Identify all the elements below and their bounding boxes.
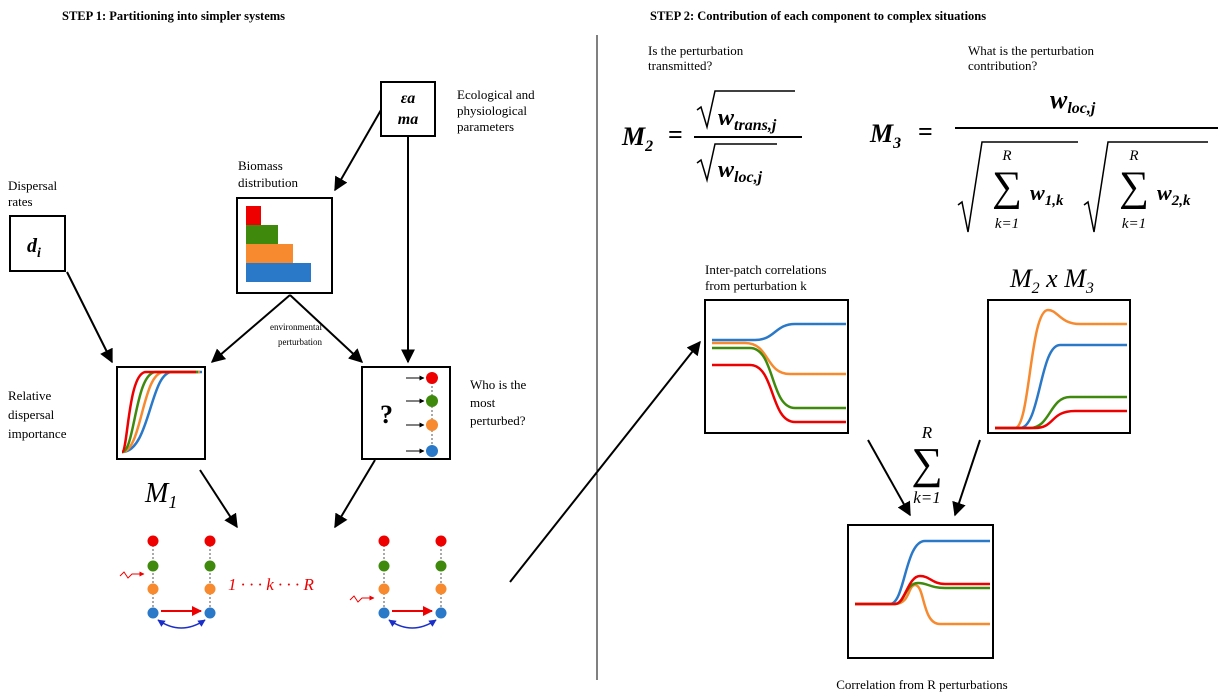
question: transmitted? <box>648 58 712 73</box>
label: parameters <box>457 119 514 134</box>
sum-top: R <box>1128 148 1138 164</box>
formula-term: wloc,j <box>718 157 763 186</box>
sequence: 1 · · · k · · · R <box>228 575 315 594</box>
equals: = <box>668 120 683 149</box>
label: Who is the <box>470 377 527 392</box>
label: distribution <box>238 175 298 190</box>
label: from perturbation k <box>705 278 807 293</box>
sum-bottom: k=1 <box>913 488 941 507</box>
label: perturbation <box>278 337 322 347</box>
box <box>380 81 436 137</box>
label: Inter-patch correlations <box>705 262 826 277</box>
sum-symbol: ∑ <box>992 164 1022 210</box>
formula-term: wtrans,j <box>718 105 777 134</box>
label: importance <box>8 426 67 441</box>
curves <box>995 308 1127 430</box>
label: physiological <box>457 103 527 118</box>
sum-symbol: ∑ <box>1119 164 1149 210</box>
sum-bottom: k=1 <box>995 216 1019 232</box>
formula-lhs: M2 <box>621 122 653 155</box>
label: perturbed? <box>470 413 526 428</box>
question: contribution? <box>968 58 1038 73</box>
step2-title: STEP 2: Contribution of each component t… <box>650 9 986 23</box>
question: Is the perturbation <box>648 43 744 58</box>
symbol: ? <box>380 400 393 429</box>
symbol: εa <box>401 90 416 107</box>
symbol: di <box>27 235 41 261</box>
label: environmental <box>270 322 322 332</box>
sum-symbol: ∑ <box>911 439 942 488</box>
step1-title: STEP 1: Partitioning into simpler system… <box>62 9 285 23</box>
label: Dispersal <box>8 178 57 193</box>
formula-lhs: M3 <box>869 119 901 152</box>
symbol: M1 <box>144 478 177 512</box>
radicals <box>957 141 1208 233</box>
equals: = <box>918 117 933 146</box>
arrows <box>66 109 981 583</box>
box <box>9 215 66 272</box>
food-chain <box>406 372 438 457</box>
sum-top: R <box>921 423 933 442</box>
box <box>704 299 849 434</box>
formula-term: w2,k <box>1157 180 1191 209</box>
radicals <box>694 90 802 183</box>
curves <box>120 370 202 454</box>
box <box>987 299 1131 434</box>
label: most <box>470 395 496 410</box>
panel-caption: Correlation from R perturbations <box>836 677 1008 692</box>
formula-term: w1,k <box>1030 180 1064 209</box>
metacommunity <box>119 535 447 629</box>
biomass-bars <box>246 206 311 282</box>
sum-bottom: k=1 <box>1122 216 1146 232</box>
formula-term: wloc,j <box>1050 85 1096 117</box>
label: dispersal <box>8 407 55 422</box>
label: Ecological and <box>457 87 535 102</box>
curves <box>712 322 846 424</box>
panel-label: M2 x M3 <box>1009 264 1094 297</box>
symbol: ma <box>398 111 418 128</box>
label: Relative <box>8 388 52 403</box>
question: What is the perturbation <box>968 43 1094 58</box>
label: Biomass <box>238 158 283 173</box>
curves <box>855 539 990 626</box>
sum-top: R <box>1001 148 1011 164</box>
label: rates <box>8 194 33 209</box>
